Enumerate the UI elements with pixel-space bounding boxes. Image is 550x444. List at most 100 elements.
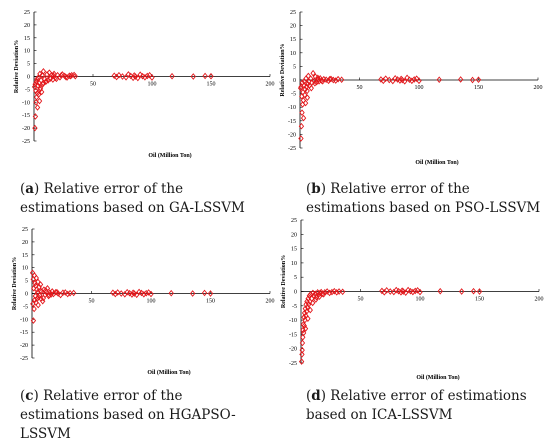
y-tick-label: 25	[22, 227, 28, 233]
y-tick-label: 5	[294, 275, 297, 281]
y-tick-label: 5	[25, 279, 28, 285]
x-axis-title: Oil (Million Ton)	[415, 159, 458, 166]
data-point-marker	[411, 76, 417, 83]
data-point-marker	[458, 288, 465, 295]
data-point-marker	[302, 91, 308, 99]
data-point-marker	[410, 288, 416, 296]
data-point-marker	[72, 72, 78, 80]
data-point-marker	[320, 291, 327, 298]
data-point-marker	[116, 71, 122, 79]
data-points	[298, 286, 483, 365]
y-tick-label: -5	[23, 304, 28, 310]
y-tick-label: -10	[288, 105, 296, 111]
data-point-marker	[319, 290, 326, 298]
y-tick-label: 0	[293, 78, 296, 84]
data-point-marker	[71, 71, 77, 79]
x-tick-label: 50	[358, 297, 364, 303]
scatter-plot-c: -25 -20 -15 -10 -5 0 5 10 15 20 25 50 100 150 200 Relat…	[12, 227, 275, 376]
data-point-marker	[35, 294, 42, 301]
data-point-marker	[37, 86, 43, 93]
chart-panel-c: -25 -20 -15 -10 -5 0 5 10 15 20 25 50 100 150 200 Relat…	[0, 215, 275, 380]
data-point-marker	[54, 288, 60, 296]
data-point-marker	[300, 333, 306, 341]
data-point-marker	[313, 296, 319, 303]
x-tick-label: 150	[206, 299, 215, 305]
data-point-marker	[301, 313, 307, 321]
chart-panel-b: -25 -20 -15 -10 -5 0 5 10 15 20 25 50 100 150 200 Relat…	[275, 0, 550, 170]
y-tick-label: -5	[291, 92, 296, 98]
y-tick-label: 5	[27, 62, 30, 68]
y-tick-label: 15	[290, 37, 296, 43]
data-point-marker	[129, 291, 135, 298]
x-tick-label: 100	[147, 299, 156, 305]
y-tick-label: 10	[22, 266, 28, 272]
data-point-marker	[299, 351, 305, 358]
data-point-marker	[50, 72, 57, 80]
data-point-marker	[476, 288, 483, 295]
data-point-marker	[130, 74, 136, 82]
data-point-marker	[149, 74, 155, 81]
data-point-marker	[412, 287, 418, 295]
y-tick-label: -20	[288, 132, 296, 138]
x-tick-label: 150	[475, 297, 484, 303]
data-point-marker	[201, 289, 208, 297]
data-point-marker	[34, 295, 40, 302]
data-point-marker	[37, 281, 44, 288]
caption-c-text: Relative error of the estimations based …	[20, 388, 236, 442]
data-point-marker	[46, 291, 52, 299]
data-points	[29, 269, 214, 324]
data-point-marker	[387, 288, 393, 295]
data-point-marker	[338, 76, 345, 84]
data-point-marker	[207, 290, 214, 297]
data-point-marker	[299, 109, 305, 116]
data-point-marker	[111, 72, 117, 80]
data-point-marker	[475, 76, 482, 84]
caption-a: (a) Relative error of the estimations ba…	[20, 181, 245, 216]
x-tick-label: 200	[534, 85, 543, 91]
caption-b-letter: b	[311, 181, 321, 197]
data-point-marker	[316, 293, 323, 300]
data-point-marker	[125, 71, 132, 78]
data-point-marker	[470, 287, 477, 295]
data-point-marker	[383, 75, 389, 82]
data-point-marker	[55, 290, 61, 297]
chart-panel-a: -25 -20 -15 -10 -5 0 5 10 15 20 25 50 100 150 200 Relat…	[0, 0, 275, 170]
x-tick-label: 50	[90, 82, 96, 88]
data-point-marker	[31, 305, 37, 313]
data-point-marker	[62, 289, 68, 296]
data-point-marker	[63, 73, 69, 81]
scatter-plot-a: -25 -20 -15 -10 -5 0 5 10 15 20 25 50 100 150 200 Relat…	[14, 10, 275, 159]
x-tick-label: 100	[416, 297, 425, 303]
x-tick-label: 200	[266, 82, 275, 88]
y-tick-label: -20	[22, 126, 30, 132]
y-tick-label: 0	[27, 75, 30, 81]
data-point-marker	[402, 78, 408, 85]
x-tick-label: 150	[207, 82, 216, 88]
data-point-marker	[312, 79, 318, 87]
x-tick-label: 200	[266, 299, 275, 305]
caption-a-letter: a	[25, 181, 35, 197]
data-point-marker	[299, 346, 305, 354]
y-tick-label: -10	[289, 318, 297, 324]
data-point-marker	[302, 305, 308, 312]
data-point-marker	[34, 104, 41, 111]
data-point-marker	[40, 68, 47, 75]
data-point-marker	[417, 288, 423, 296]
data-point-marker	[409, 77, 415, 85]
data-point-marker	[66, 72, 73, 80]
data-point-marker	[300, 114, 307, 122]
y-axis-title: Relative Deviation%	[280, 43, 286, 96]
data-point-marker	[135, 74, 141, 82]
y-tick-label: -25	[289, 361, 297, 367]
y-tick-label: 20	[24, 23, 30, 29]
data-point-marker	[58, 72, 64, 79]
data-point-marker	[43, 77, 50, 85]
data-point-marker	[302, 99, 309, 107]
data-point-marker	[413, 75, 420, 82]
data-point-marker	[169, 72, 175, 80]
y-tick-label: -15	[20, 330, 28, 336]
y-tick-label: 5	[293, 64, 296, 70]
data-point-marker	[138, 289, 145, 297]
data-point-marker	[115, 289, 121, 296]
y-tick-label: -15	[289, 332, 297, 338]
